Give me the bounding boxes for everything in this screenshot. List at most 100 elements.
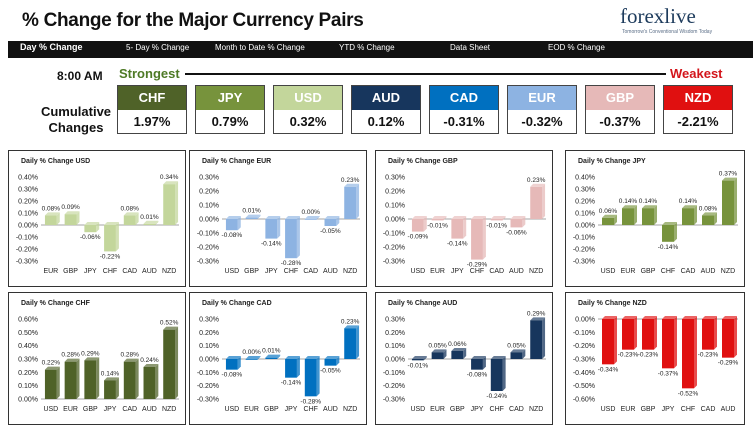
bar (123, 212, 139, 225)
bar-side-face (316, 356, 320, 397)
nav-tab-5-day-change[interactable]: 5- Day % Change (126, 43, 190, 52)
category-label: CAD (122, 268, 137, 275)
bar-side-face (336, 356, 340, 366)
y-tick-label: -0.20% (383, 383, 405, 390)
nav-tab-day-change[interactable]: Day % Change (20, 42, 83, 52)
nav-tab-ytd-change[interactable]: YTD % Change (339, 43, 395, 52)
bar-side-face (714, 212, 717, 225)
currency-code: NZD (664, 86, 732, 110)
category-label: USD (410, 406, 425, 413)
bar-side-face (175, 181, 179, 225)
y-tick-label: -0.10% (197, 370, 219, 377)
bar-side-face (634, 205, 637, 225)
data-label: 0.01% (262, 348, 281, 355)
y-tick-label: 0.20% (385, 330, 405, 337)
bar-front-face (304, 359, 317, 397)
data-label: -0.23% (698, 352, 719, 359)
y-tick-label: -0.30% (16, 259, 38, 266)
currency-change-value: -0.31% (443, 114, 485, 129)
chart-panel-jpy: Daily % Change JPY 0.40% 0.30% 0.20% 0.10% 0.… (565, 150, 745, 287)
bar-front-face (642, 208, 654, 225)
data-label: 0.06% (448, 341, 467, 348)
forexlive-logo[interactable]: forexlive Tomorrow's Conventional Wisdom… (620, 4, 730, 38)
bar-chart: 0.30% 0.20% 0.10% 0.00% -0.10% -0.20% -0.30% -0… (383, 175, 546, 275)
bar (471, 216, 486, 260)
nav-tab-data-sheet[interactable]: Data Sheet (450, 43, 491, 52)
category-label: NZD (529, 268, 543, 275)
bar-front-face (702, 319, 714, 350)
data-label: 0.01% (242, 208, 261, 215)
data-label: 0.23% (341, 318, 360, 325)
bar-top-face (682, 205, 697, 209)
bar-side-face (542, 183, 546, 219)
bar-front-face (265, 357, 278, 359)
bar (642, 205, 657, 225)
category-label: NZD (162, 406, 176, 413)
bar (722, 316, 737, 358)
y-tick-label: 0.20% (18, 199, 38, 206)
data-label: 0.29% (527, 310, 546, 317)
y-tick-label: -0.20% (197, 245, 219, 252)
data-label: -0.01% (427, 222, 448, 229)
bar-front-face (431, 352, 444, 359)
bar-top-face (602, 316, 617, 319)
data-label: 0.28% (120, 352, 139, 359)
data-label: 0.00% (301, 209, 320, 216)
data-label: 0.05% (428, 342, 447, 349)
category-label: AUD (142, 406, 157, 413)
bar-side-face (443, 349, 447, 359)
nav-tab-eod-change[interactable]: EOD % Change (548, 43, 605, 52)
bar (662, 222, 677, 242)
bar-side-face (482, 356, 486, 370)
category-label: USD (43, 406, 58, 413)
bar-top-face (622, 205, 637, 209)
data-label: -0.23% (618, 352, 639, 359)
data-label: -0.09% (408, 234, 429, 241)
chart-panel-usd: Daily % Change USD 0.40% 0.30% 0.20% 0.10% 0.… (8, 150, 186, 287)
y-tick-label: 0.00% (385, 217, 405, 224)
y-tick-label: -0.30% (573, 259, 595, 266)
y-tick-label: 0.50% (18, 330, 38, 337)
y-tick-label: 0.20% (199, 330, 219, 337)
category-label: JPY (285, 406, 298, 413)
category-label: AUD (323, 406, 338, 413)
y-tick-label: 0.00% (575, 317, 595, 324)
bar-front-face (602, 319, 614, 365)
bar-front-face (490, 219, 503, 221)
data-label: -0.06% (80, 234, 101, 241)
bar-top-face (64, 211, 80, 215)
bar-top-face (143, 364, 159, 367)
data-label: 0.08% (42, 205, 61, 212)
currency-change-value: -0.37% (599, 114, 641, 129)
bar (245, 356, 261, 360)
bar-chart: 0.60% 0.50% 0.40% 0.30% 0.20% 0.10% 0.00% 0.22%… (18, 317, 179, 413)
category-label: AUD (701, 268, 716, 275)
y-tick-label: 0.10% (199, 343, 219, 350)
category-label: CHF (470, 268, 484, 275)
y-tick-label: -0.10% (197, 231, 219, 238)
bar-front-face (702, 215, 714, 225)
bar-side-face (634, 316, 637, 350)
bar-front-face (510, 219, 523, 228)
currency-code: JPY (196, 86, 264, 110)
category-label: CAD (509, 406, 524, 413)
category-label: GBP (63, 268, 78, 275)
category-label: AUD (323, 268, 338, 275)
bar-side-face (135, 358, 139, 399)
bar-front-face (245, 217, 258, 219)
bar-side-face (135, 212, 139, 225)
bar-side-face (96, 222, 100, 233)
y-tick-label: 0.00% (199, 217, 219, 224)
bar-front-face (84, 225, 97, 233)
bar-side-face (674, 316, 677, 369)
bar (84, 222, 100, 233)
category-label: CAD (489, 268, 504, 275)
bar (44, 212, 60, 225)
y-tick-label: 0.00% (18, 397, 38, 404)
nav-tab-month-to-date-change[interactable]: Month to Date % Change (215, 43, 305, 52)
bar-side-face (237, 216, 241, 231)
bar-side-face (277, 216, 281, 239)
bar-top-face (64, 358, 80, 362)
bar-front-face (451, 219, 464, 239)
category-label: AUD (721, 406, 736, 413)
